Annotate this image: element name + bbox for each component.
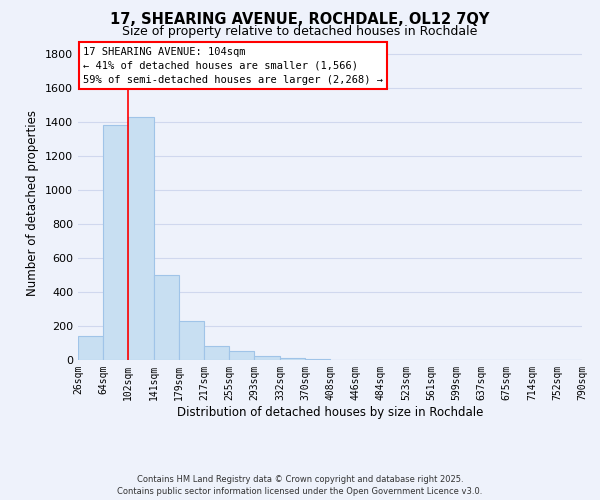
Bar — [103, 125, 128, 360]
Bar — [254, 356, 280, 360]
Bar — [280, 358, 305, 360]
Text: Size of property relative to detached houses in Rochdale: Size of property relative to detached ho… — [122, 25, 478, 38]
Bar — [229, 350, 254, 360]
Bar — [179, 321, 204, 360]
X-axis label: Distribution of detached houses by size in Rochdale: Distribution of detached houses by size … — [177, 406, 483, 418]
Y-axis label: Number of detached properties: Number of detached properties — [26, 110, 40, 296]
Text: 17 SHEARING AVENUE: 104sqm
← 41% of detached houses are smaller (1,566)
59% of s: 17 SHEARING AVENUE: 104sqm ← 41% of deta… — [83, 46, 383, 84]
Bar — [154, 275, 179, 360]
Bar — [78, 336, 103, 360]
Bar — [128, 116, 154, 360]
Text: Contains HM Land Registry data © Crown copyright and database right 2025.
Contai: Contains HM Land Registry data © Crown c… — [118, 474, 482, 496]
Bar — [204, 346, 229, 360]
Text: 17, SHEARING AVENUE, ROCHDALE, OL12 7QY: 17, SHEARING AVENUE, ROCHDALE, OL12 7QY — [110, 12, 490, 28]
